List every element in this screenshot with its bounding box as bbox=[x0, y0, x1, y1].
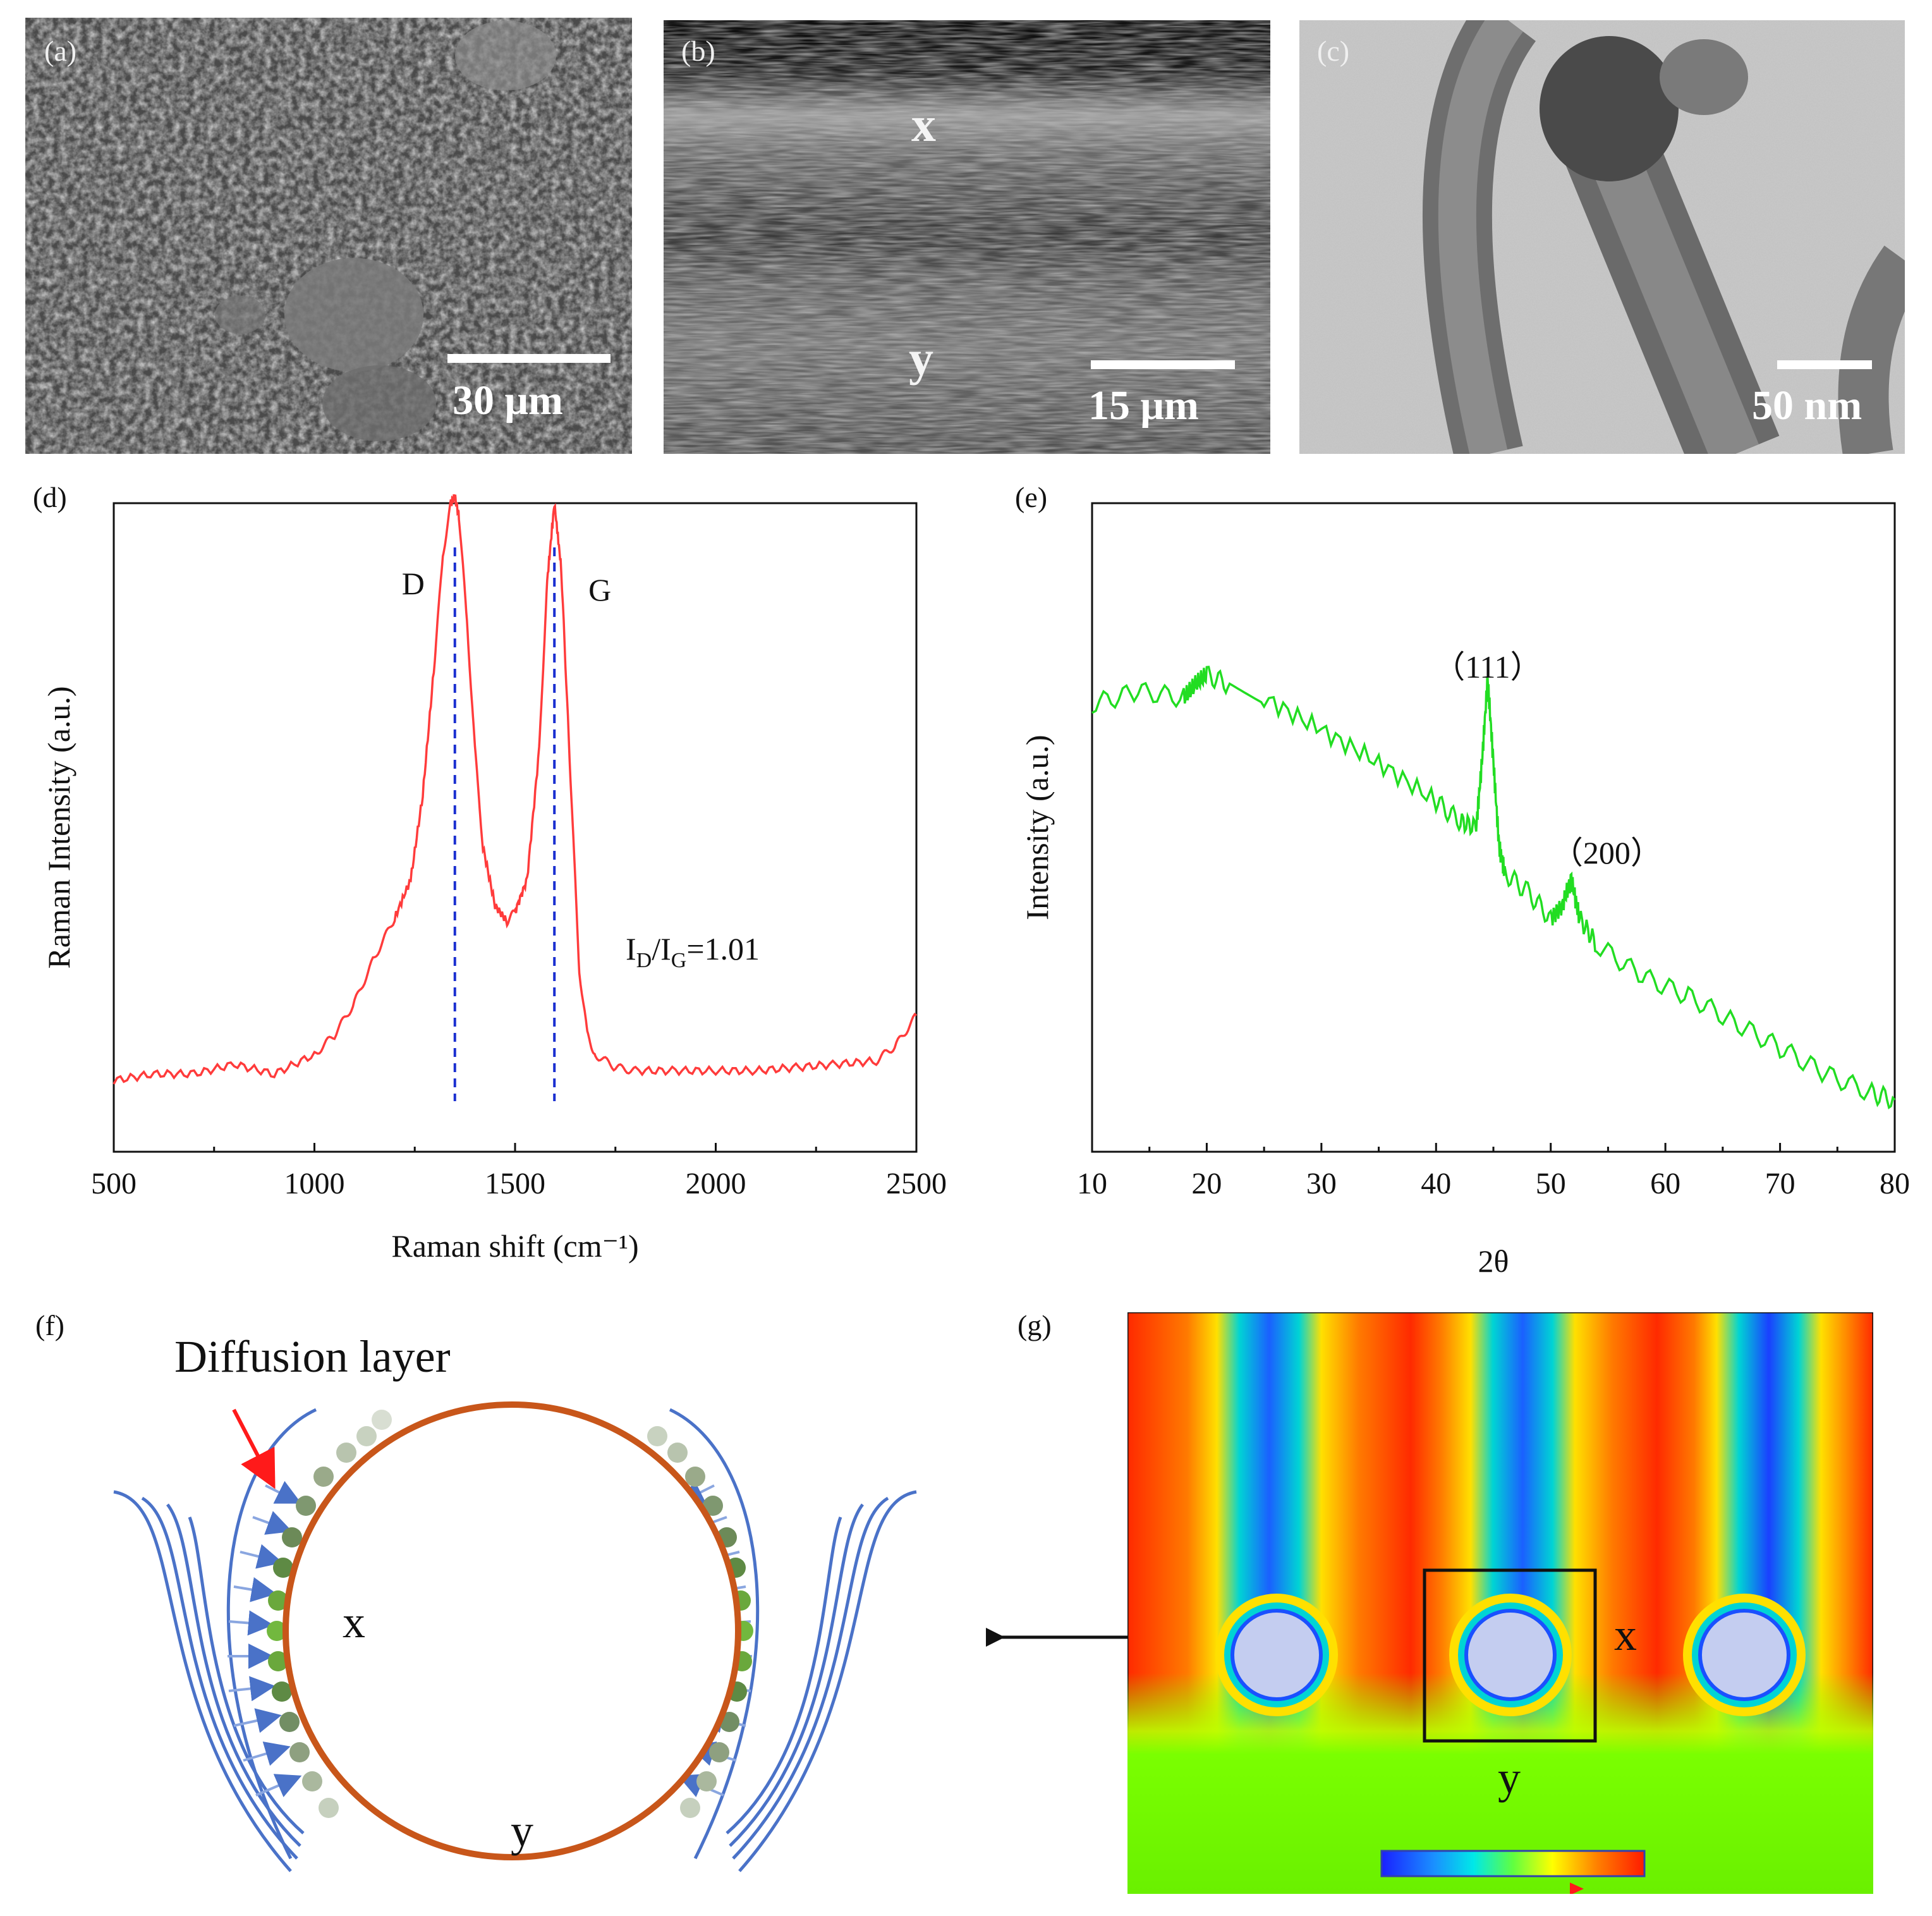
raman-xtick-label: 2000 bbox=[686, 1167, 746, 1200]
electrode-circle bbox=[283, 1401, 741, 1860]
xrd-xlabel: 2θ bbox=[1478, 1243, 1509, 1279]
panel-b-x-mark: x bbox=[911, 97, 936, 152]
xrd-xtick-label: 20 bbox=[1191, 1167, 1222, 1200]
raman-xlabel: Raman shift (cm⁻¹) bbox=[391, 1228, 638, 1264]
xrd-xtick-label: 30 bbox=[1306, 1167, 1337, 1200]
raman-chart: 500 1000 1500 2000 2500 Raman shift (cm⁻¹) Ram… bbox=[41, 494, 947, 1264]
scale-bar-c bbox=[1777, 360, 1872, 369]
panel-d-label: (d) bbox=[33, 481, 67, 513]
panel-a-label: (a) bbox=[44, 35, 77, 67]
raman-xtick-label: 500 bbox=[91, 1167, 137, 1200]
sem-image-a bbox=[25, 18, 632, 454]
raman-xtick-label: 1500 bbox=[485, 1167, 545, 1200]
xrd-frame bbox=[1091, 502, 1896, 1153]
panel-g-y-mark: y bbox=[1498, 1752, 1521, 1803]
diffusion-layer-title: Diffusion layer bbox=[174, 1331, 451, 1382]
color-scale-bar bbox=[1380, 1850, 1646, 1877]
scale-text-a: 30 μm bbox=[453, 377, 563, 424]
raman-xtick-label: 1000 bbox=[284, 1167, 345, 1200]
panel-c-label: (c) bbox=[1317, 35, 1350, 67]
particles-left bbox=[267, 1410, 392, 1818]
raman-peak-label: D bbox=[402, 566, 425, 601]
panel-e-label: (e) bbox=[1015, 481, 1048, 513]
raman-ratio-annotation: ID/IG=1.01 bbox=[626, 931, 760, 972]
panel-g-label: (g) bbox=[1018, 1309, 1052, 1341]
scale-text-c: 50 nm bbox=[1752, 382, 1862, 429]
xrd-peak-label: （111） bbox=[1433, 649, 1541, 685]
raman-peak-label: G bbox=[588, 572, 611, 607]
tem-image-c bbox=[1299, 0, 1926, 472]
xrd-series-line bbox=[1091, 666, 1896, 1110]
panel-c: (c) 50 nm bbox=[1299, 0, 1926, 472]
scale-bar-a bbox=[447, 354, 611, 363]
flow-lines-left bbox=[113, 1408, 317, 1872]
panel-b: (b) x y 15 μm bbox=[664, 20, 1270, 454]
diffusion-pointer-arrow bbox=[232, 1408, 276, 1489]
flow-lines-right bbox=[669, 1408, 917, 1872]
panel-f-y-mark: y bbox=[511, 1805, 533, 1856]
panel-b-y-mark: y bbox=[909, 331, 933, 386]
diffusion-schematic: Diffusion layer x y bbox=[113, 1331, 917, 1872]
raman-xtick-label: 2500 bbox=[886, 1167, 947, 1200]
panel-f-label: (f) bbox=[35, 1309, 64, 1341]
xrd-xtick-label: 80 bbox=[1880, 1167, 1910, 1200]
raman-series-line bbox=[112, 494, 918, 1085]
sem-image-b bbox=[664, 20, 1270, 454]
panel-f-x-mark: x bbox=[343, 1597, 365, 1647]
electrodes bbox=[1230, 1609, 1790, 1701]
xrd-peak-label: （200） bbox=[1552, 835, 1662, 870]
xrd-xtick-label: 60 bbox=[1650, 1167, 1680, 1200]
inward-arrows-left bbox=[228, 1480, 302, 1798]
panel-b-label: (b) bbox=[681, 35, 715, 67]
xrd-chart: 10 20 30 40 50 60 70 80 2θ Intensity (a.u.) （111） （… bbox=[1019, 502, 1910, 1279]
zoom-box bbox=[1423, 1568, 1597, 1743]
electrode-halos bbox=[1215, 1594, 1806, 1716]
scale-text-b: 15 μm bbox=[1088, 382, 1199, 429]
raman-frame bbox=[112, 502, 918, 1153]
raman-ylabel: Raman Intensity (a.u.) bbox=[41, 686, 76, 968]
scale-bar-b bbox=[1091, 360, 1235, 369]
panel-a: (a) 30 μm bbox=[25, 18, 632, 454]
panel-g-x-mark: x bbox=[1614, 1609, 1637, 1660]
xrd-xtick-label: 70 bbox=[1765, 1167, 1795, 1200]
xrd-xtick-label: 40 bbox=[1421, 1167, 1451, 1200]
xrd-ylabel: Intensity (a.u.) bbox=[1019, 735, 1055, 920]
simulation-colormap: x y bbox=[1127, 1312, 1873, 1894]
xrd-xtick-label: 50 bbox=[1536, 1167, 1566, 1200]
xrd-xtick-label: 10 bbox=[1077, 1167, 1107, 1200]
